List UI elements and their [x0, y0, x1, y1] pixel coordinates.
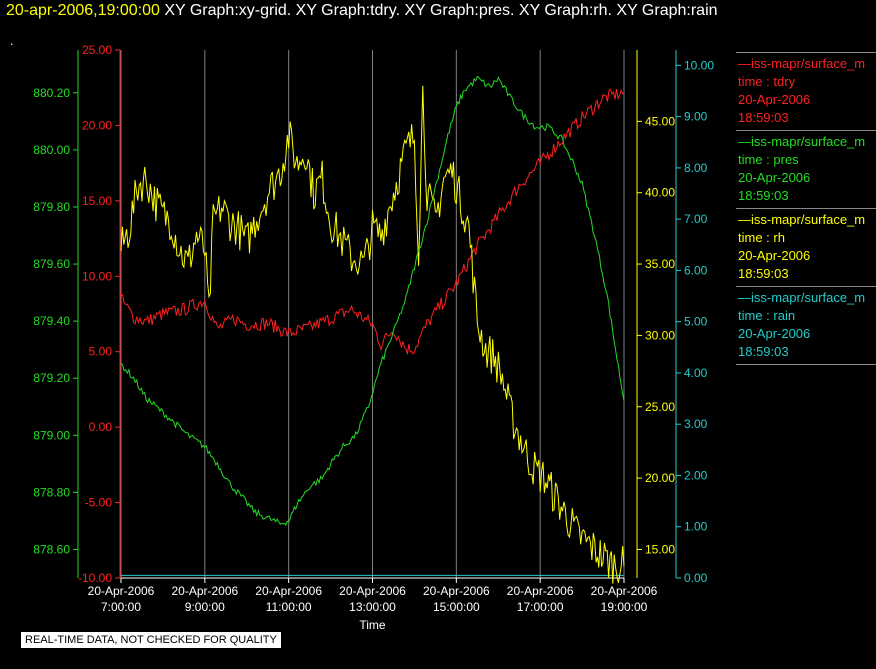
y-tick-label-tdry: 15.00: [82, 194, 112, 208]
legend-date: 20-Apr-2006: [738, 92, 811, 107]
x-tick-label-date: 20-Apr-2006: [88, 584, 155, 598]
y-tick-label-pres: 879.20: [33, 371, 70, 385]
y-tick-label-rain: 7.00: [684, 212, 708, 226]
x-axis-label: Time: [359, 618, 386, 632]
x-tick-label-date: 20-Apr-2006: [339, 584, 406, 598]
series-line-pres: [120, 75, 625, 527]
y-tick-label-pres: 878.80: [33, 485, 70, 499]
legend-time: 18:59:03: [738, 266, 789, 281]
y-tick-label-rain: 2.00: [684, 468, 708, 482]
x-tick-label-date: 20-Apr-2006: [171, 584, 238, 598]
legend-entry-tdry: —iss-mapr/surface_m time : tdry 20-Apr-2…: [736, 52, 876, 130]
y-tick-label-rain: 10.00: [684, 58, 714, 72]
y-tick-label-rh: 25.00: [645, 400, 675, 414]
x-tick-label-date: 20-Apr-2006: [591, 584, 658, 598]
y-tick-label-rain: 4.00: [684, 366, 708, 380]
y-tick-label-rain: 8.00: [684, 161, 708, 175]
y-tick-label-rain: 5.00: [684, 315, 708, 329]
legend-field: time : rh: [738, 230, 785, 245]
y-tick-label-rh: 30.00: [645, 328, 675, 342]
y-tick-label-rh: 15.00: [645, 542, 675, 556]
y-tick-label-rain: 9.00: [684, 110, 708, 124]
y-tick-label-rain: 6.00: [684, 263, 708, 277]
legend-time: 18:59:03: [738, 344, 789, 359]
x-tick-label-time: 11:00:00: [266, 600, 312, 614]
quality-note: REAL-TIME DATA, NOT CHECKED FOR QUALITY: [20, 631, 282, 649]
x-tick-label-date: 20-Apr-2006: [507, 584, 574, 598]
y-tick-label-tdry: 0.00: [89, 420, 113, 434]
y-tick-label-pres: 880.20: [33, 86, 70, 100]
legend-entry-pres: —iss-mapr/surface_m time : pres 20-Apr-2…: [736, 130, 876, 208]
header-dot: .: [10, 34, 14, 48]
y-tick-label-rain: 0.00: [684, 571, 708, 585]
header-datetime: 20-apr-2006,19:00:00: [6, 2, 160, 19]
x-tick-label-time: 9:00:00: [185, 600, 225, 614]
y-tick-label-pres: 879.00: [33, 428, 70, 442]
legend-date: 20-Apr-2006: [738, 326, 811, 341]
y-tick-label-rain: 3.00: [684, 417, 708, 431]
y-tick-label-rh: 40.00: [645, 186, 675, 200]
y-tick-label-tdry: 10.00: [82, 269, 112, 283]
series-line-rh: [120, 85, 625, 584]
legend-date: 20-Apr-2006: [738, 248, 811, 263]
legend-source: —iss-mapr/surface_m: [738, 212, 866, 227]
y-tick-label-pres: 879.40: [33, 314, 70, 328]
y-tick-label-tdry: -5.00: [85, 496, 113, 510]
legend-divider: [736, 364, 876, 366]
legend-time: 18:59:03: [738, 188, 789, 203]
window-header: 20-apr-2006,19:00:00 XY Graph:xy-grid. X…: [6, 2, 718, 20]
x-tick-label-time: 7:00:00: [101, 600, 141, 614]
legend: —iss-mapr/surface_m time : tdry 20-Apr-2…: [736, 52, 876, 366]
y-tick-label-tdry: 5.00: [89, 345, 113, 359]
legend-source: —iss-mapr/surface_m: [738, 134, 866, 149]
y-tick-label-tdry: 20.00: [82, 118, 112, 132]
legend-source: —iss-mapr/surface_m: [738, 290, 866, 305]
legend-field: time : pres: [738, 152, 799, 167]
y-tick-label-rh: 45.00: [645, 114, 675, 128]
legend-field: time : tdry: [738, 74, 796, 89]
x-tick-label-date: 20-Apr-2006: [255, 584, 322, 598]
y-tick-label-rh: 35.00: [645, 257, 675, 271]
legend-entry-rain: —iss-mapr/surface_m time : rain 20-Apr-2…: [736, 286, 876, 364]
x-tick-label-time: 19:00:00: [601, 600, 648, 614]
y-tick-label-pres: 879.80: [33, 200, 70, 214]
series-line-tdry: [120, 88, 625, 355]
legend-source: —iss-mapr/surface_m: [738, 56, 866, 71]
legend-field: time : rain: [738, 308, 796, 323]
legend-time: 18:59:03: [738, 110, 789, 125]
y-tick-label-rh: 20.00: [645, 471, 675, 485]
legend-entry-rh: —iss-mapr/surface_m time : rh 20-Apr-200…: [736, 208, 876, 286]
header-graph-list: XY Graph:xy-grid. XY Graph:tdry. XY Grap…: [164, 2, 718, 19]
y-tick-label-tdry: 25.00: [82, 43, 112, 57]
y-tick-label-pres: 879.60: [33, 257, 70, 271]
y-tick-label-rain: 1.00: [684, 520, 708, 534]
x-tick-label-date: 20-Apr-2006: [423, 584, 490, 598]
x-tick-label-time: 17:00:00: [517, 600, 564, 614]
y-tick-label-pres: 880.00: [33, 143, 70, 157]
legend-date: 20-Apr-2006: [738, 170, 811, 185]
x-tick-label-time: 13:00:00: [349, 600, 396, 614]
y-tick-label-tdry: -10.00: [78, 571, 112, 585]
x-tick-label-time: 15:00:00: [433, 600, 480, 614]
y-tick-label-pres: 878.60: [33, 542, 70, 556]
